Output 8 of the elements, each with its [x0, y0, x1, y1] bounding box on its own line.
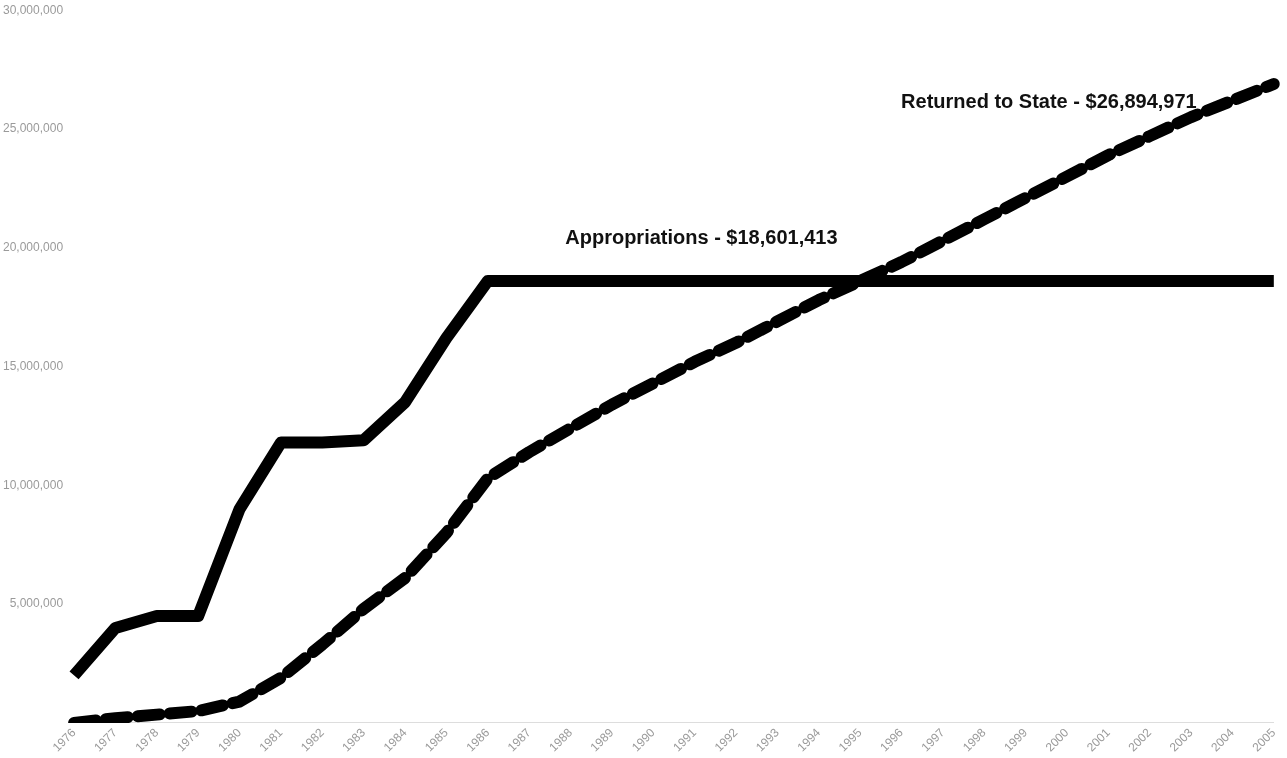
y-tick-label: 20,000,000 — [3, 240, 64, 255]
y-tick-label: 15,000,000 — [3, 358, 64, 373]
y-tick-label: 5,000,000 — [9, 596, 64, 611]
annotation: Appropriations - $18,601,413 — [565, 226, 838, 249]
y-tick-label: 25,000,000 — [3, 121, 64, 136]
y-tick-label: 10,000,000 — [3, 477, 64, 492]
annotation: Returned to State - $26,894,971 — [901, 89, 1197, 112]
y-tick-label: 30,000,000 — [3, 2, 64, 17]
